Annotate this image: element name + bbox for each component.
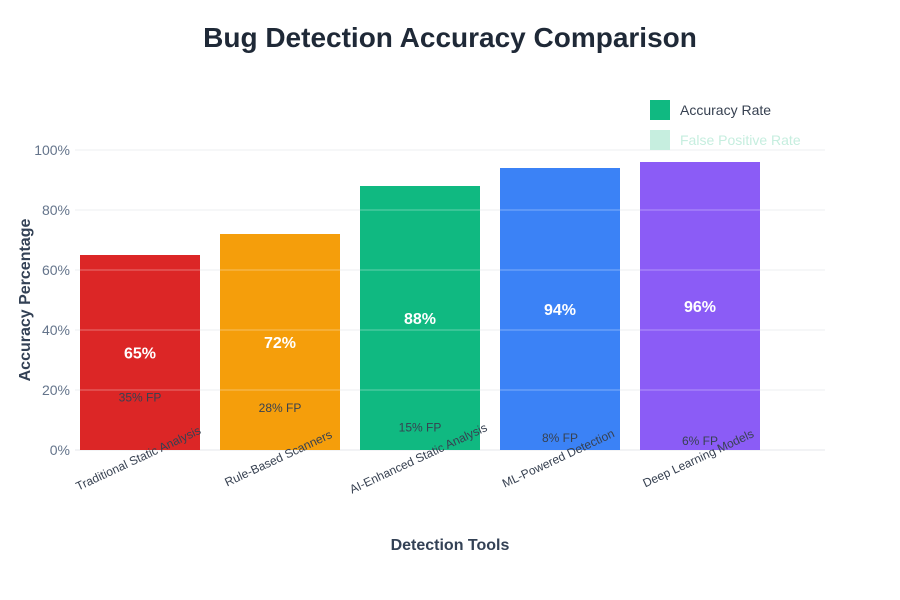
y-tick-label: 40% [42, 322, 70, 338]
bar-fp-label: 6% FP [682, 434, 718, 448]
bar [640, 162, 760, 450]
legend-label: Accuracy Rate [680, 102, 771, 118]
bar-fp-label: 35% FP [119, 391, 162, 405]
y-tick-label: 80% [42, 202, 70, 218]
legend-label: False Positive Rate [680, 132, 801, 148]
y-tick-label: 20% [42, 382, 70, 398]
bar-value-label: 65% [124, 346, 156, 363]
bar [500, 168, 620, 450]
legend-swatch [650, 100, 670, 120]
y-tick-label: 100% [34, 142, 70, 158]
bar-value-label: 72% [264, 335, 296, 352]
bar-fp-label: 28% FP [259, 401, 302, 415]
bar [220, 234, 340, 450]
bar-fp-label: 15% FP [399, 421, 442, 435]
bar-value-label: 96% [684, 299, 716, 316]
y-tick-label: 60% [42, 262, 70, 278]
bar-value-label: 94% [544, 302, 576, 319]
bar-fp-label: 8% FP [542, 431, 578, 445]
y-axis-title: Accuracy Percentage [17, 219, 34, 382]
chart-title: Bug Detection Accuracy Comparison [203, 22, 697, 53]
bar-value-label: 88% [404, 311, 436, 328]
bar [360, 186, 480, 450]
y-tick-label: 0% [50, 442, 70, 458]
legend-swatch [650, 130, 670, 150]
x-axis-title: Detection Tools [391, 537, 510, 554]
bar [80, 255, 200, 450]
